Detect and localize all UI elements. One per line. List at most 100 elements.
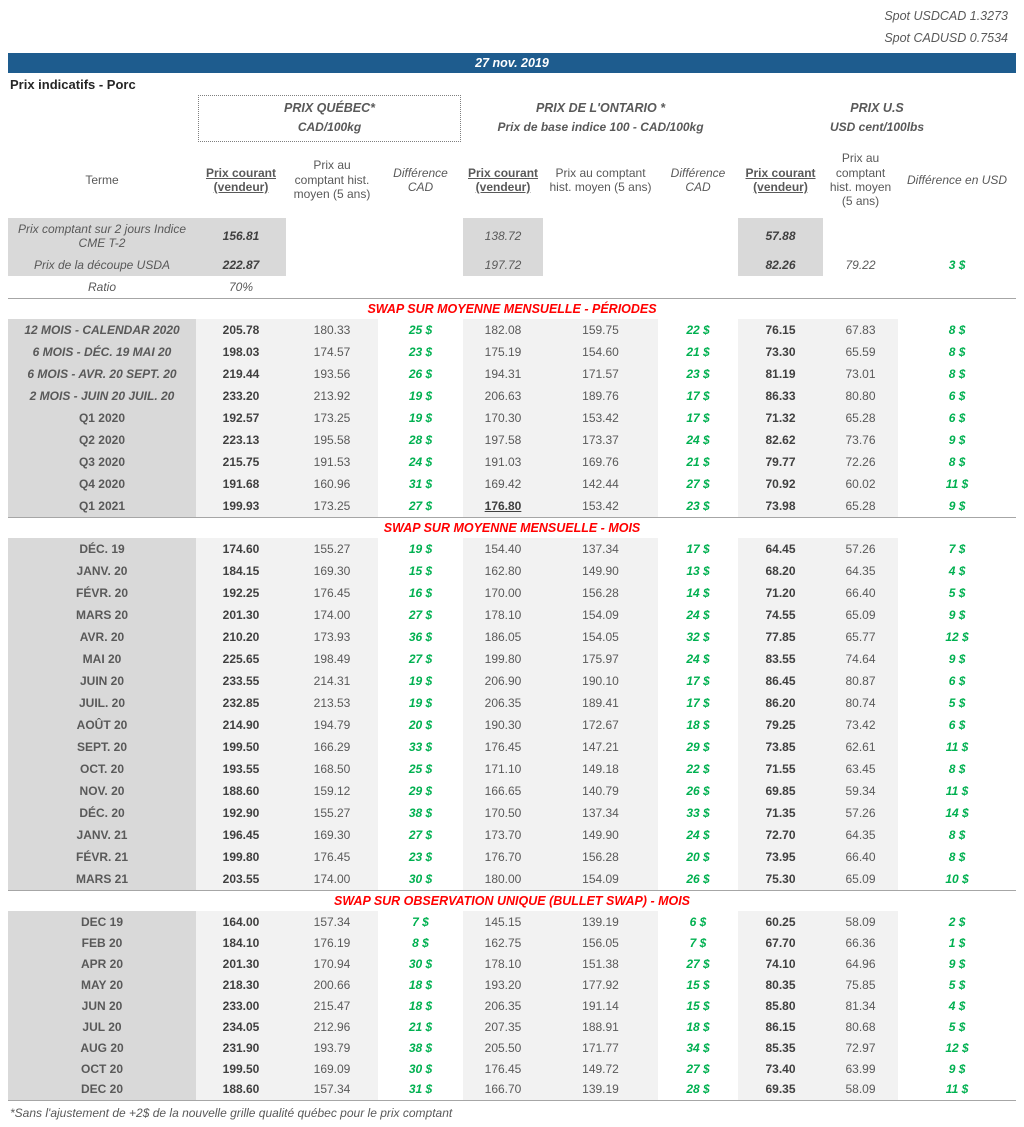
price-cell: 171.10 xyxy=(463,758,544,780)
terme-cell: 6 MOIS - AVR. 20 SEPT. 20 xyxy=(8,363,196,385)
difference-cell: 8 $ xyxy=(948,850,966,864)
difference-cell: 27 $ xyxy=(686,1061,710,1076)
group-header-row: PRIX QUÉBEC* CAD/100kg PRIX DE L'ONTARIO… xyxy=(8,95,1016,142)
price-cell: 206.35 xyxy=(463,692,544,714)
price-cell xyxy=(543,276,658,298)
price-cell: 65.28 xyxy=(823,407,899,429)
table-row: FEB 20 184.10 176.19 8 $ 162.75 156.05 7 $ 67.7… xyxy=(8,932,1016,953)
difference-cell: 18 $ xyxy=(408,998,433,1013)
price-cell: 85.80 xyxy=(738,995,824,1016)
price-cell: 206.35 xyxy=(463,995,544,1016)
price-cell: 214.31 xyxy=(286,670,378,692)
table-row: FÉVR. 20 192.25 176.45 16 $ 170.00 156.28 14 $… xyxy=(8,582,1016,604)
price-cell: 59.34 xyxy=(823,780,899,802)
price-cell: 199.80 xyxy=(463,648,544,670)
price-cell: 169.30 xyxy=(286,824,378,846)
terme-cell: Prix de la découpe USDA xyxy=(8,254,196,276)
price-cell: 75.85 xyxy=(823,974,899,995)
difference-cell: 32 $ xyxy=(686,630,710,644)
price-cell: 168.50 xyxy=(286,758,378,780)
table-row: JUIL. 20 232.85 213.53 19 $ 206.35 189.41 17 $… xyxy=(8,692,1016,714)
price-cell: 73.76 xyxy=(823,429,899,451)
difference-cell xyxy=(378,218,463,254)
difference-cell: 38 $ xyxy=(408,806,433,820)
difference-cell: 14 $ xyxy=(686,586,710,600)
table-row: DÉC. 19 174.60 155.27 19 $ 154.40 137.34 17 $ 6… xyxy=(8,538,1016,560)
price-cell: 223.13 xyxy=(196,429,286,451)
price-cell: 190.30 xyxy=(463,714,544,736)
price-cell: 71.55 xyxy=(738,758,824,780)
table-row: Q2 2020 223.13 195.58 28 $ 197.58 173.37 24 $ 8… xyxy=(8,429,1016,451)
price-cell: 200.66 xyxy=(286,974,378,995)
col-header-on-comptant: Prix au comptant hist. moyen (5 ans) xyxy=(549,165,652,194)
section-header-row: SWAP SUR OBSERVATION UNIQUE (BULLET SWAP… xyxy=(8,889,1017,911)
price-cell xyxy=(543,254,658,276)
price-cell: 189.41 xyxy=(543,692,659,714)
price-cell: 170.00 xyxy=(463,582,544,604)
difference-cell: 31 $ xyxy=(378,1079,464,1101)
difference-cell: 27 $ xyxy=(686,956,710,971)
price-cell: 154.60 xyxy=(543,341,659,363)
price-cell: 81.19 xyxy=(738,363,824,385)
price-cell: 201.30 xyxy=(196,604,286,626)
terme-cell: JUIN 20 xyxy=(8,670,196,692)
price-cell: 80.74 xyxy=(823,692,899,714)
price-cell: 173.70 xyxy=(463,824,544,846)
terme-cell: JUIL. 20 xyxy=(8,692,196,714)
difference-cell: 21 $ xyxy=(686,455,710,469)
table-row: AVR. 20 210.20 173.93 36 $ 186.05 154.05 32 $ 7… xyxy=(8,626,1016,648)
price-cell: 215.47 xyxy=(286,995,378,1016)
price-cell: 170.94 xyxy=(286,953,378,974)
price-cell: 169.30 xyxy=(286,560,378,582)
price-cell: 72.70 xyxy=(738,824,824,846)
difference-cell xyxy=(898,276,1016,298)
price-cell: 86.45 xyxy=(738,670,824,692)
price-cell: 225.65 xyxy=(196,648,286,670)
difference-cell: 9 $ xyxy=(948,433,966,447)
price-cell: 232.85 xyxy=(196,692,286,714)
price-cell: 206.63 xyxy=(463,385,544,407)
terme-cell: Q2 2020 xyxy=(8,429,196,451)
price-cell: 199.80 xyxy=(196,846,286,868)
difference-cell: 8 $ xyxy=(948,323,966,337)
difference-cell: 3 $ xyxy=(948,258,966,272)
ontario-title: PRIX DE L'ONTARIO * xyxy=(535,101,666,115)
terme-cell: Ratio xyxy=(87,279,116,294)
price-cell: 74.10 xyxy=(738,953,824,974)
difference-cell: 8 $ xyxy=(948,345,966,359)
difference-cell: 6 $ xyxy=(948,674,966,688)
terme-cell: SEPT. 20 xyxy=(8,736,196,758)
price-cell: 155.27 xyxy=(286,538,378,560)
price-cell: 82.62 xyxy=(738,429,824,451)
price-cell: 75.30 xyxy=(738,868,824,890)
price-cell xyxy=(463,276,543,298)
price-cell: 174.57 xyxy=(286,341,378,363)
difference-cell xyxy=(658,276,738,298)
price-cell: 164.00 xyxy=(196,911,286,932)
difference-cell: 27 $ xyxy=(408,828,433,842)
col-header-us-difference: Différence en USD xyxy=(907,172,1008,187)
terme-cell: AUG 20 xyxy=(8,1037,196,1058)
price-cell: 73.30 xyxy=(738,341,824,363)
difference-cell: 17 $ xyxy=(686,696,710,710)
table-row: 6 MOIS - AVR. 20 SEPT. 20 219.44 193.56 26 … xyxy=(8,363,1016,385)
difference-cell: 6 $ xyxy=(948,389,966,403)
price-cell: 192.57 xyxy=(196,407,286,429)
price-cell: 69.85 xyxy=(738,780,824,802)
price-cell: 176.70 xyxy=(463,846,544,868)
price-cell: 58.09 xyxy=(823,911,899,932)
price-cell: 65.09 xyxy=(823,604,899,626)
footnote: *Sans l'ajustement de +2$ de la nouvelle… xyxy=(10,1105,453,1120)
price-cell: 205.50 xyxy=(463,1037,544,1058)
difference-cell: 8 $ xyxy=(412,935,429,950)
difference-cell: 20 $ xyxy=(408,718,433,732)
price-cell: 60.25 xyxy=(738,911,824,932)
price-cell: 85.35 xyxy=(738,1037,824,1058)
price-cell: 234.05 xyxy=(196,1016,286,1037)
table-row: SEPT. 20 199.50 166.29 33 $ 176.45 147.21 29 $… xyxy=(8,736,1016,758)
price-cell: 80.35 xyxy=(738,974,824,995)
terme-cell: Q3 2020 xyxy=(8,451,196,473)
terme-cell: 12 MOIS - CALENDAR 2020 xyxy=(8,319,196,341)
price-cell: 233.20 xyxy=(196,385,286,407)
